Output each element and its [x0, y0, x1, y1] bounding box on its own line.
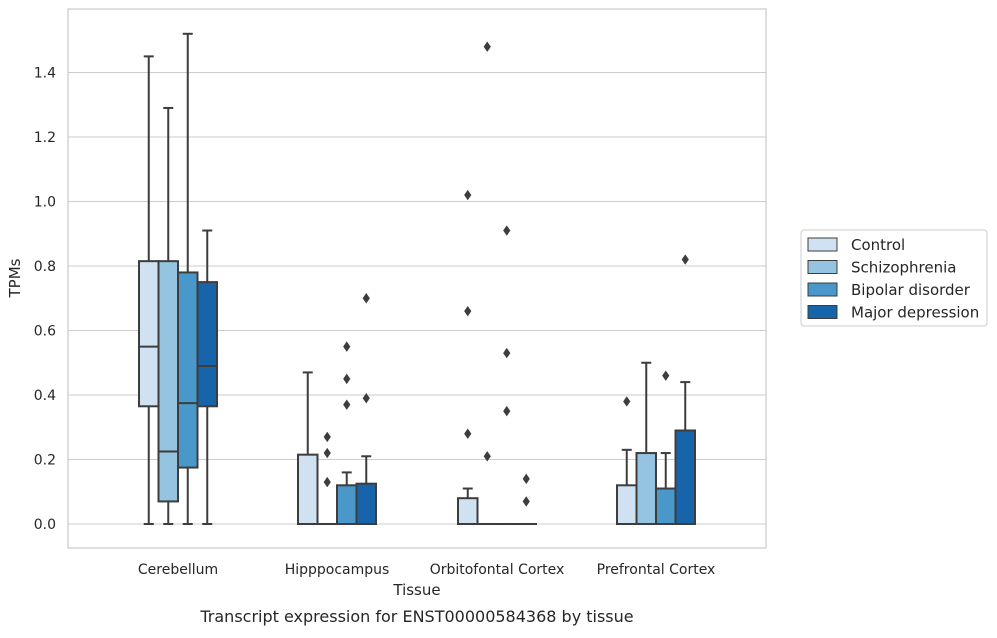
x-tick-label: Cerebellum	[138, 562, 218, 578]
legend-label: Schizophrenia	[851, 259, 956, 277]
y-tick-labels: 0.0 0.2 0.4 0.6 0.8 1.0 1.2 1.4	[34, 66, 56, 534]
x-axis-label: Tissue	[392, 581, 440, 599]
box-iqr	[298, 455, 318, 524]
y-tick-label: 0.8	[34, 259, 56, 275]
box-iqr	[159, 261, 179, 501]
legend-swatch	[808, 261, 837, 274]
box-iqr	[637, 453, 657, 524]
x-tick-label: Orbitofontal Cortex	[430, 562, 565, 578]
legend-swatch	[808, 238, 837, 251]
y-tick-label: 1.4	[34, 66, 56, 82]
y-tick-label: 0.2	[34, 453, 56, 469]
y-tick-label: 1.0	[34, 195, 56, 211]
box-iqr	[198, 282, 218, 406]
box-iqr	[357, 484, 377, 524]
x-tick-labels: Cerebellum Hipppocampus Orbitofontal Corte…	[138, 562, 715, 578]
box-iqr	[139, 261, 159, 406]
x-tick-label: Hipppocampus	[285, 562, 390, 578]
legend-label: Bipolar disorder	[851, 281, 971, 299]
chart-caption: Transcript expression for ENST0000058436…	[199, 607, 633, 626]
y-tick-label: 1.2	[34, 130, 56, 146]
y-tick-label: 0.0	[34, 517, 56, 533]
box-iqr	[458, 498, 478, 524]
legend-swatch	[808, 306, 837, 319]
box-iqr	[337, 485, 357, 524]
box-iqr	[178, 272, 198, 467]
legend-label: Control	[851, 236, 905, 254]
box-iqr	[656, 489, 676, 524]
box-iqr	[676, 430, 696, 524]
legend-label: Major depression	[851, 304, 979, 322]
legend-swatch	[808, 283, 837, 296]
y-tick-label: 0.6	[34, 324, 56, 340]
y-tick-label: 0.4	[34, 388, 56, 404]
y-axis-label: TPMs	[6, 258, 24, 298]
box-iqr	[617, 485, 637, 524]
x-tick-label: Prefrontal Cortex	[597, 562, 716, 578]
legend: Control Schizophrenia Bipolar disorder Majo…	[801, 230, 987, 326]
